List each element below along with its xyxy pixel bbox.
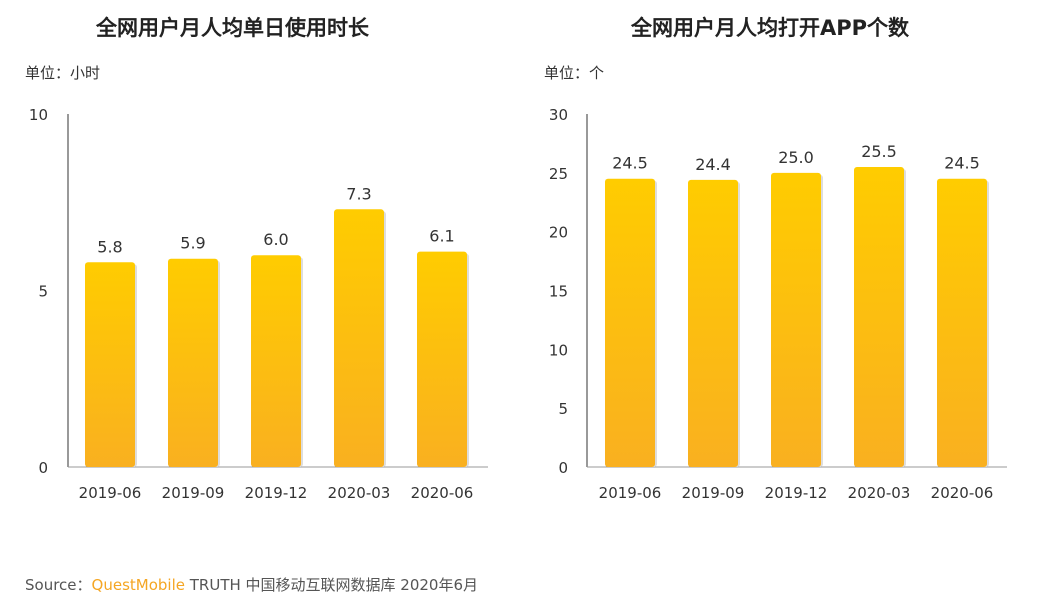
data-label: 5.8 — [97, 237, 122, 256]
x-tick-label: 2019-12 — [765, 484, 828, 502]
data-label: 5.9 — [180, 234, 205, 253]
y-tick-label: 5 — [38, 283, 48, 301]
data-label: 6.1 — [429, 227, 454, 246]
y-tick-label: 10 — [29, 106, 48, 124]
y-tick-label: 30 — [549, 106, 568, 124]
x-tick-label: 2020-06 — [411, 484, 474, 502]
y-tick-label: 25 — [549, 165, 568, 183]
data-label: 7.3 — [346, 184, 371, 203]
source-prefix: Source： — [25, 576, 92, 594]
unit-label-right: 单位：个 — [544, 64, 605, 82]
y-tick-label: 15 — [549, 283, 568, 301]
data-label: 6.0 — [263, 230, 288, 249]
data-label: 25.0 — [778, 148, 814, 167]
x-tick-label: 2020-03 — [328, 484, 391, 502]
y-tick-label: 10 — [549, 341, 568, 359]
x-tick-label: 2020-06 — [931, 484, 994, 502]
y-tick-label: 20 — [549, 224, 568, 242]
bar — [688, 179, 738, 468]
x-tick-label: 2019-12 — [245, 484, 308, 502]
bar — [937, 178, 987, 467]
bar — [417, 251, 467, 467]
x-tick-label: 2019-09 — [162, 484, 225, 502]
x-tick-label: 2020-03 — [848, 484, 911, 502]
y-tick-label: 0 — [558, 459, 568, 477]
source-footer: Source：QuestMobile TRUTH 中国移动互联网数据库 2020… — [25, 574, 478, 595]
bar — [771, 172, 821, 468]
data-label: 25.5 — [861, 142, 897, 161]
bar — [334, 209, 384, 467]
x-tick-label: 2019-06 — [79, 484, 142, 502]
data-label: 24.5 — [944, 154, 980, 173]
bar — [605, 178, 655, 467]
bar — [168, 258, 218, 467]
bar — [854, 166, 904, 467]
y-tick-label: 0 — [38, 459, 48, 477]
source-text: TRUTH 中国移动互联网数据库 2020年6月 — [184, 576, 479, 594]
data-label: 24.5 — [612, 154, 648, 173]
chart-title-left: 全网用户月人均单日使用时长 — [96, 16, 369, 40]
source-brand: QuestMobile — [91, 576, 185, 594]
y-tick-label: 5 — [558, 400, 568, 418]
unit-label-left: 单位：小时 — [25, 64, 101, 82]
bar — [85, 262, 135, 467]
x-tick-label: 2019-06 — [599, 484, 662, 502]
bar — [251, 255, 301, 467]
x-tick-label: 2019-09 — [682, 484, 745, 502]
chart-title-right: 全网用户月人均打开APP个数 — [631, 16, 910, 40]
data-label: 24.4 — [695, 155, 731, 174]
